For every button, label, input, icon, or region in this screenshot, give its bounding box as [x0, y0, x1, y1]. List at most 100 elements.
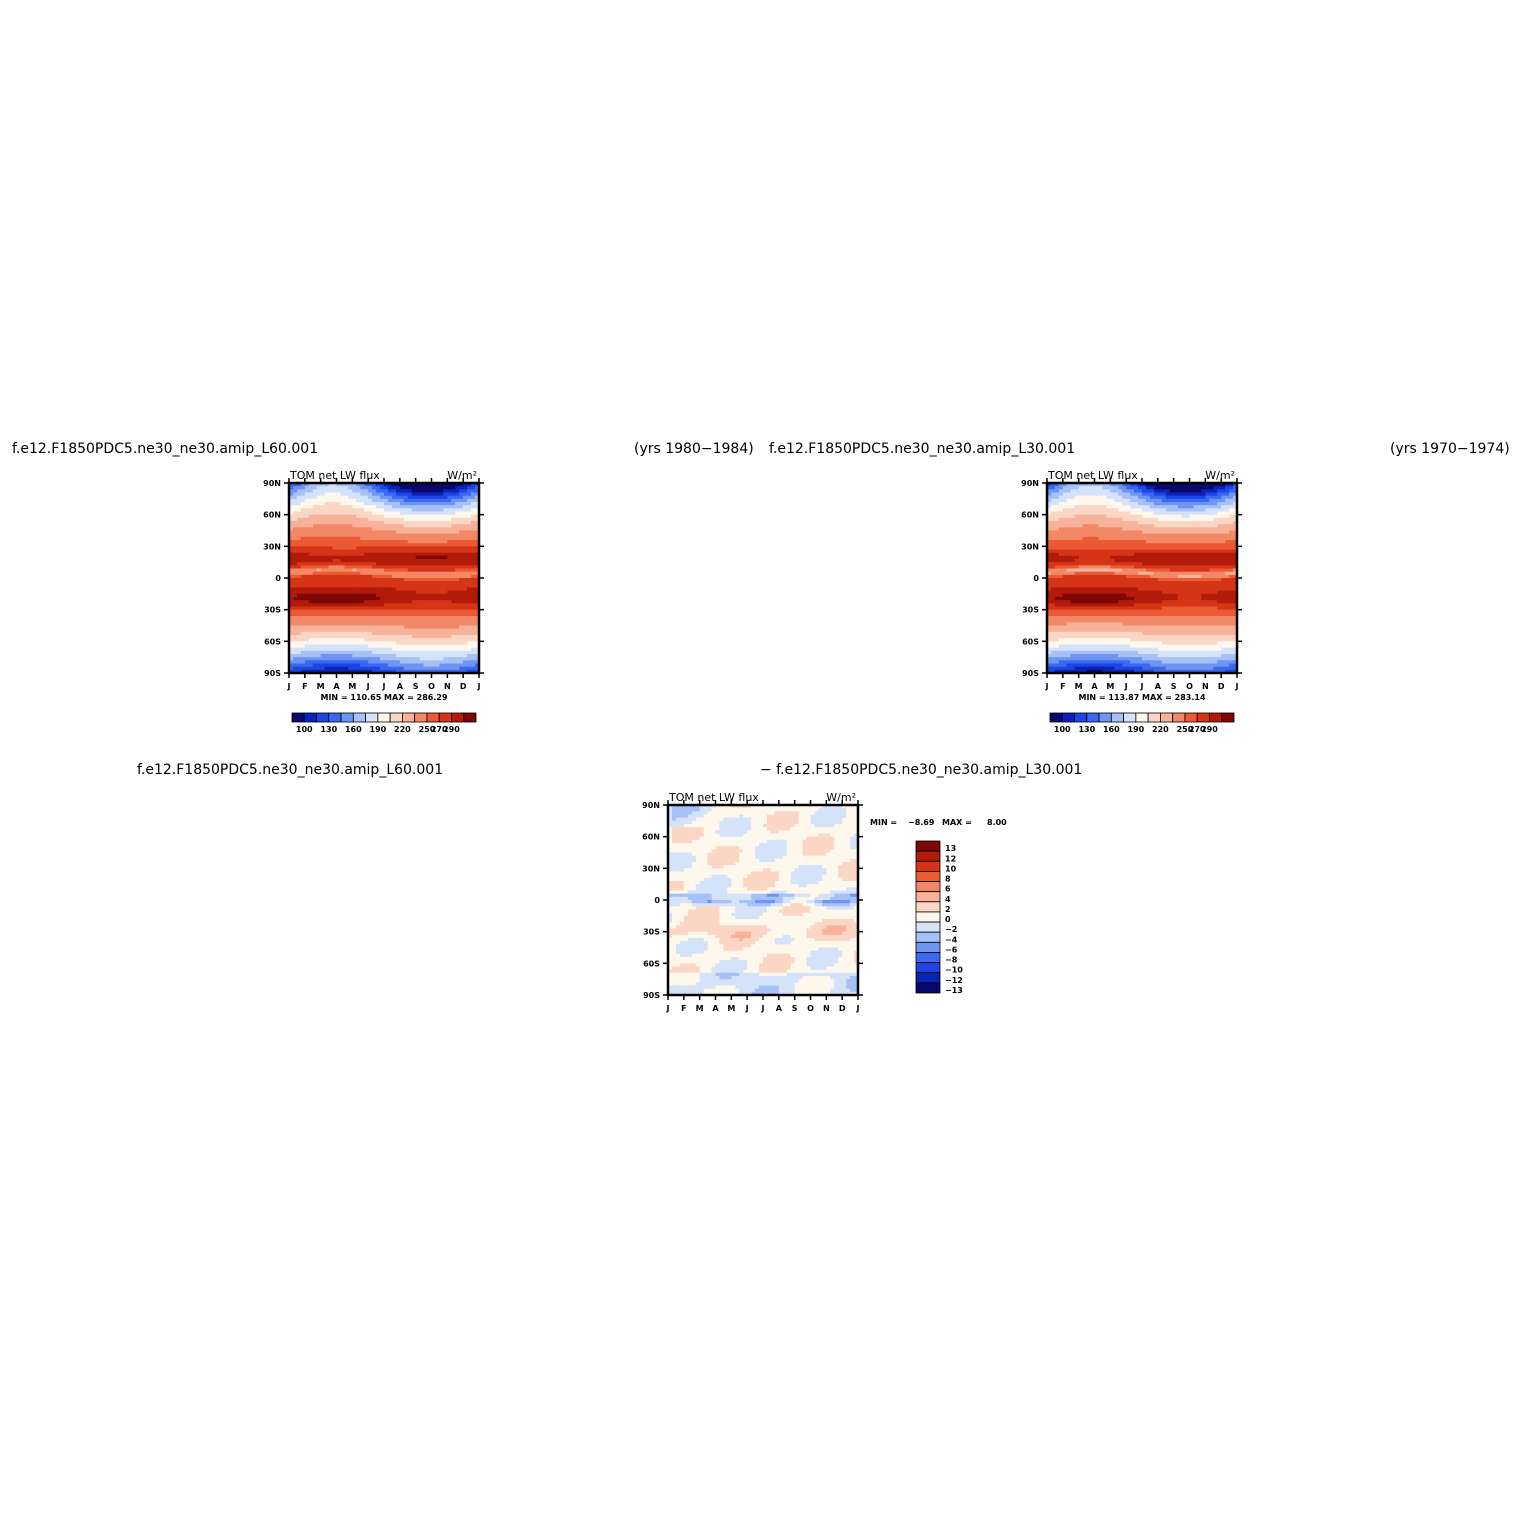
heatmap-cell — [1070, 527, 1076, 532]
heatmap-cell — [1090, 543, 1096, 547]
heatmap-cell — [1090, 540, 1096, 544]
heatmap-cell — [459, 628, 464, 633]
heatmap-cell — [308, 581, 314, 585]
heatmap-cell — [1047, 581, 1052, 585]
heatmap-cell — [1130, 536, 1135, 541]
heatmap-cell — [1169, 578, 1175, 582]
heatmap-cell — [1130, 502, 1135, 506]
heatmap-cell — [391, 498, 397, 503]
heatmap-cell — [399, 666, 405, 671]
heatmap-cell — [1118, 543, 1123, 547]
heatmap-cell — [439, 562, 444, 566]
heatmap-cell — [1102, 517, 1107, 522]
heatmap-cell — [289, 638, 294, 642]
heatmap-cell — [1217, 549, 1222, 554]
heatmap-cell — [435, 505, 441, 509]
heatmap-cell — [423, 574, 429, 579]
heatmap-cell — [376, 502, 381, 506]
heatmap-cell — [1110, 593, 1115, 598]
heatmap-cell — [320, 517, 326, 522]
heatmap-cell — [1110, 606, 1115, 611]
heatmap-cell — [1153, 530, 1159, 535]
heatmap-cell — [391, 641, 397, 646]
heatmap-cell — [1070, 609, 1076, 614]
heatmap-cell — [320, 524, 326, 528]
heatmap-cell — [292, 492, 298, 497]
heatmap-cell — [387, 587, 393, 592]
heatmap-cell — [332, 574, 338, 579]
heatmap-cell — [1185, 590, 1191, 595]
heatmap-cell — [1126, 581, 1131, 585]
heatmap-cell — [455, 600, 460, 604]
heatmap-cell — [348, 574, 353, 579]
heatmap-cell — [364, 552, 369, 557]
heatmap-cell — [1225, 521, 1230, 525]
heatmap-cell — [475, 638, 480, 642]
heatmap-cell — [300, 508, 306, 513]
heatmap-cell — [391, 638, 397, 642]
heatmap-cell — [395, 552, 401, 557]
heatmap-cell — [308, 622, 314, 627]
heatmap-cell — [399, 619, 405, 623]
heatmap-cell — [1225, 502, 1230, 506]
heatmap-cell — [1066, 565, 1072, 570]
heatmap-cell — [1165, 603, 1171, 608]
heatmap-cell — [1213, 578, 1218, 582]
heatmap-cell — [419, 574, 425, 579]
heatmap-cell — [387, 590, 393, 595]
heatmap-cell — [455, 536, 460, 541]
heatmap-cell — [451, 486, 456, 490]
heatmap-cell — [384, 546, 389, 551]
heatmap-cell — [316, 593, 322, 598]
heatmap-cell — [300, 543, 306, 547]
heatmap-cell — [435, 584, 441, 589]
heatmap-cell — [443, 619, 448, 623]
heatmap-cell — [1086, 511, 1092, 516]
heatmap-cell — [423, 635, 429, 639]
colorbar-swatch — [389, 712, 403, 723]
heatmap-cell — [1205, 514, 1210, 519]
heatmap-cell — [352, 559, 357, 563]
heatmap-cell — [475, 524, 480, 528]
heatmap-cell — [324, 628, 330, 633]
heatmap-cell — [1090, 505, 1096, 509]
heatmap-cell — [447, 495, 452, 500]
heatmap-cell — [1173, 578, 1179, 582]
heatmap-cell — [344, 533, 349, 538]
heatmap-cell — [415, 536, 421, 541]
heatmap-cell — [324, 514, 330, 519]
heatmap-cell — [352, 571, 357, 576]
heatmap-cell — [1185, 568, 1191, 573]
heatmap-cell — [296, 562, 302, 566]
heatmap-cell — [467, 552, 472, 557]
heatmap-cell — [1118, 546, 1123, 551]
heatmap-cell — [296, 600, 302, 604]
heatmap-cell — [395, 635, 401, 639]
heatmap-cell — [296, 612, 302, 617]
heatmap-cell — [1197, 530, 1202, 535]
heatmap-cell — [1130, 489, 1135, 494]
heatmap-cell — [1177, 565, 1183, 570]
heatmap-cell — [296, 650, 302, 655]
heatmap-cell — [1078, 571, 1084, 576]
heatmap-cell — [372, 543, 377, 547]
heatmap-cell — [1047, 590, 1052, 595]
heatmap-cell — [399, 663, 405, 668]
heatmap-cell — [1157, 593, 1163, 598]
heatmap-cell — [1225, 555, 1230, 560]
heatmap-cell — [1189, 593, 1195, 598]
heatmap-cell — [380, 644, 385, 649]
heatmap-cell — [1233, 590, 1238, 595]
heatmap-cell — [1090, 508, 1096, 513]
heatmap-cell — [431, 584, 437, 589]
heatmap-cell — [431, 612, 437, 617]
heatmap-cell — [1185, 524, 1191, 528]
heatmap-cell — [459, 536, 464, 541]
heatmap-cell — [475, 502, 480, 506]
heatmap-cell — [463, 483, 468, 487]
heatmap-cell — [1181, 571, 1187, 576]
heatmap-cell — [1062, 578, 1068, 582]
heatmap-cell — [1193, 574, 1199, 579]
heatmap-cell — [1177, 489, 1183, 494]
heatmap-cell — [1050, 495, 1056, 500]
